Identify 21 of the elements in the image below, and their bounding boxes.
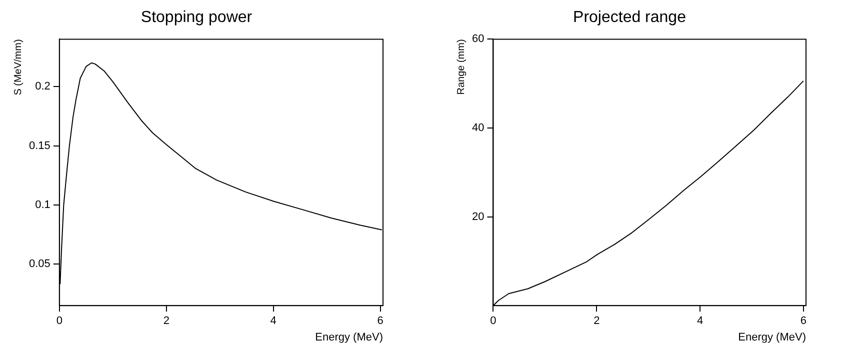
x-tick-label: 2	[163, 315, 170, 328]
y-axis-title: S (MeV/mm)	[12, 39, 24, 96]
chart-title: Projected range	[573, 9, 686, 26]
y-tick-label: 0.05	[28, 258, 50, 270]
x-tick-label: 2	[594, 315, 600, 328]
x-tick-label: 0	[490, 315, 496, 328]
y-tick-label: 40	[472, 122, 484, 134]
x-axis-title: Energy (MeV)	[738, 331, 806, 344]
x-tick-label: 6	[800, 315, 806, 328]
y-tick-label: 20	[472, 210, 484, 223]
x-tick-label: 4	[696, 315, 704, 328]
chart-title: Stopping power	[140, 9, 253, 26]
y-axis-title: Range (mm)	[456, 39, 467, 95]
y-tick-label: 0.2	[35, 80, 50, 93]
y-tick-label: 60	[472, 33, 484, 46]
x-tick-label: 0	[56, 315, 62, 328]
x-axis-title: Energy (MeV)	[315, 331, 383, 344]
y-tick-label: 0.15	[28, 140, 50, 152]
x-tick-label: 4	[270, 315, 276, 328]
x-tick-label: 6	[377, 315, 384, 328]
y-tick-label: 0.1	[35, 198, 50, 211]
